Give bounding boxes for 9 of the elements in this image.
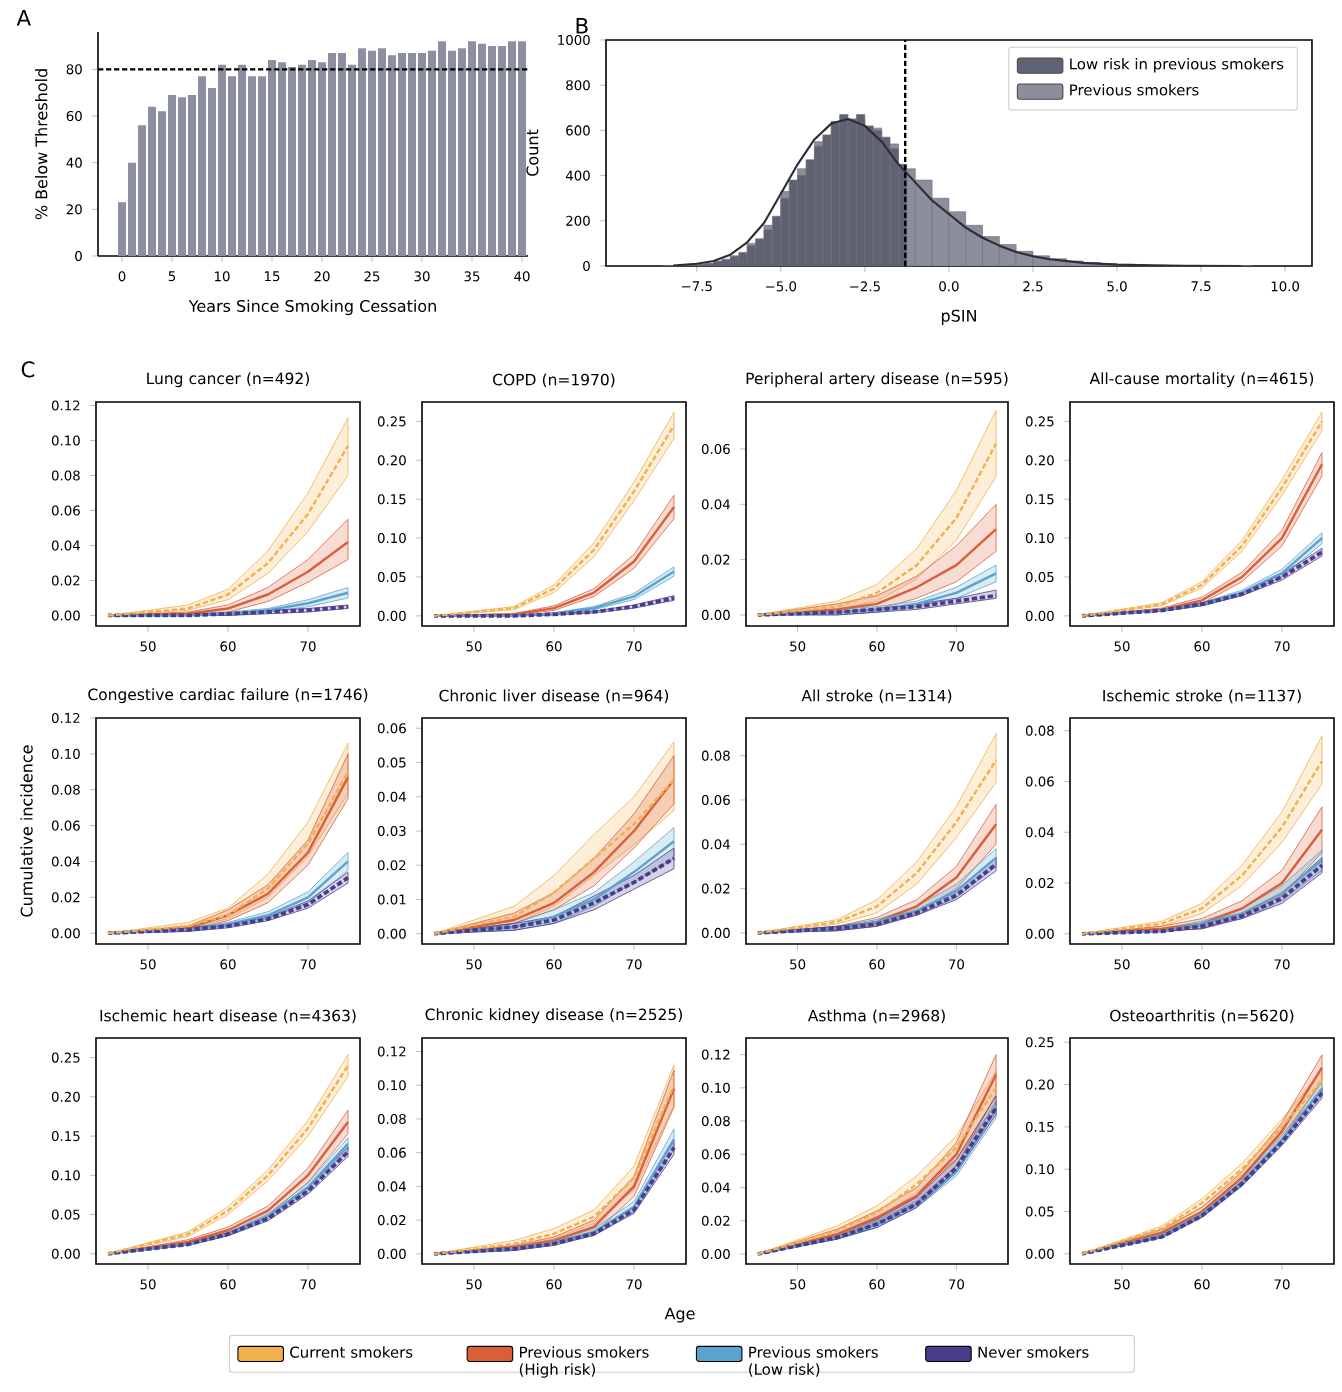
text: C [21, 361, 35, 378]
text: B [576, 17, 588, 34]
x-axis-title: Age [664, 1307, 695, 1323]
x-axis-title: pSIN [941, 309, 976, 325]
y-axis-title: Count [526, 129, 539, 176]
y-axis-title: Cumulative incidence [20, 745, 33, 917]
text: A [16, 9, 31, 26]
y-axis-title: % Below Threshold [35, 69, 48, 220]
x-axis-title: Years Since Smoking Cessation [188, 299, 436, 316]
